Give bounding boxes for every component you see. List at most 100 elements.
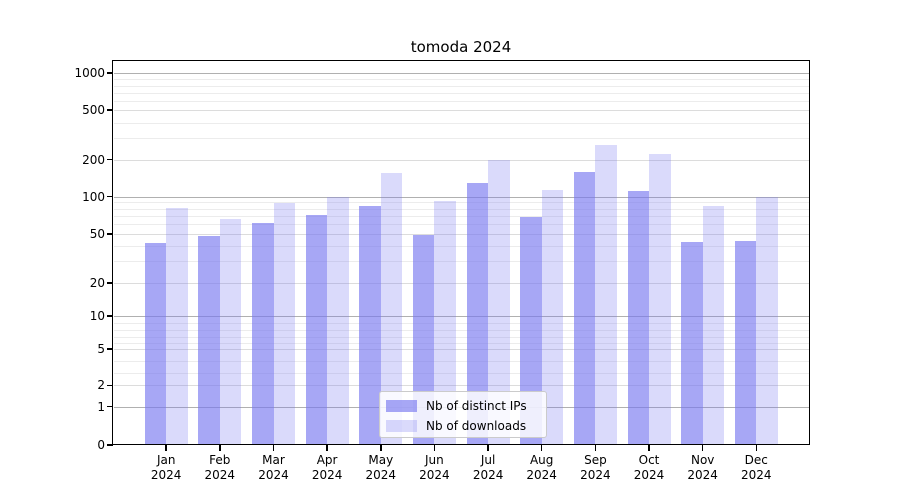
bar-dec-downloads: [756, 196, 778, 445]
bar-mar-downloads: [273, 203, 295, 445]
gridline-4: [114, 361, 809, 362]
y-tick-mark: [107, 72, 113, 74]
gridline-3: [114, 373, 809, 374]
legend-label: Nb of distinct IPs: [426, 398, 527, 413]
y-tick-label-5: 5: [97, 342, 105, 356]
bar-jan-distinct-ips: [144, 243, 167, 445]
x-tick-label-feb: Feb 2024: [204, 453, 236, 482]
bar-feb-distinct-ips: [198, 236, 220, 445]
y-tick-label-1000: 1000: [74, 66, 105, 80]
chart-title: tomoda 2024: [410, 38, 512, 56]
y-tick-label-50: 50: [89, 227, 105, 241]
x-tick-label-mar: Mar 2024: [258, 453, 289, 482]
x-tick-mark: [380, 445, 382, 451]
gridline-90: [114, 202, 809, 203]
gridline-800: [114, 85, 809, 87]
bar-apr-downloads: [327, 196, 349, 445]
y-tick-label-10: 10: [89, 309, 105, 323]
x-tick-label-jun: Jun 2024: [419, 453, 450, 482]
gridline-8: [114, 330, 809, 331]
x-tick-mark: [594, 445, 597, 451]
y-tick-mark: [107, 109, 113, 111]
y-tick-mark: [107, 233, 113, 235]
x-tick-mark: [755, 445, 758, 451]
gridline-900: [114, 79, 809, 80]
gridline-200: [114, 159, 809, 161]
bar-dec-distinct-ips: [734, 240, 757, 445]
y-tick-mark: [107, 444, 113, 446]
y-tick-label-200: 200: [82, 152, 105, 167]
legend-row-downloads: Nb of downloads: [386, 416, 546, 435]
x-tick-mark: [487, 445, 489, 451]
y-tick-label-100: 100: [82, 189, 105, 204]
y-tick-mark: [107, 384, 113, 387]
gridline-500: [114, 110, 809, 111]
bar-nov-distinct-ips: [681, 242, 703, 445]
bar-may-downloads: [380, 173, 403, 445]
bar-nov-downloads: [702, 205, 725, 445]
y-tick-label-0: 0: [97, 438, 105, 452]
x-tick-label-dec: Dec 2024: [741, 453, 772, 482]
gridline-400: [114, 123, 809, 124]
x-tick-label-may: May 2024: [365, 453, 397, 482]
bar-sep-distinct-ips: [573, 172, 596, 445]
x-tick-label-jan: Jan 2024: [150, 453, 182, 482]
gridline-50: [114, 234, 809, 235]
legend-swatch: [386, 419, 417, 432]
y-tick-label-2: 2: [97, 378, 105, 393]
y-tick-mark: [107, 348, 113, 350]
x-tick-label-aug: Aug 2024: [526, 453, 557, 482]
gridline-2: [114, 385, 809, 387]
x-tick-mark: [219, 445, 221, 451]
y-tick-mark: [107, 405, 113, 408]
x-tick-mark: [701, 445, 704, 451]
x-tick-mark: [433, 445, 436, 451]
x-tick-mark: [326, 445, 328, 451]
gridline-300: [114, 138, 809, 139]
bar-mar-distinct-ips: [252, 222, 274, 445]
gridline-60: [114, 223, 809, 225]
bar-jan-downloads: [166, 207, 188, 445]
gridline-7: [114, 337, 809, 338]
bar-aug-downloads: [541, 190, 564, 445]
bar-sep-downloads: [595, 144, 617, 445]
x-tick-mark: [648, 445, 650, 451]
bar-jul-distinct-ips: [466, 183, 489, 445]
bar-aug-distinct-ips: [520, 217, 542, 445]
legend-swatch: [386, 399, 417, 412]
x-tick-label-sep: Sep 2024: [580, 453, 611, 482]
gridline-9: [114, 323, 809, 324]
gridline-30: [114, 261, 809, 262]
y-tick-label-1: 1: [97, 399, 105, 414]
bar-jul-downloads: [488, 160, 510, 445]
gridline-5: [114, 349, 809, 350]
gridline-600: [114, 100, 809, 102]
y-tick-mark: [107, 315, 113, 317]
x-tick-label-jul: Jul 2024: [472, 453, 504, 482]
x-tick-label-apr: Apr 2024: [311, 453, 343, 482]
bar-oct-distinct-ips: [627, 190, 649, 445]
x-tick-label-oct: Oct 2024: [633, 453, 665, 482]
y-tick-mark: [107, 158, 113, 161]
bar-apr-distinct-ips: [305, 214, 328, 445]
x-tick-label-nov: Nov 2024: [687, 453, 718, 482]
gridline-100: [114, 196, 809, 198]
gridline-10: [114, 316, 809, 318]
y-tick-label-20: 20: [89, 276, 105, 290]
gridline-6: [114, 343, 809, 344]
legend-row-distinct-ips: Nb of distinct IPs: [386, 396, 546, 415]
y-tick-label-500: 500: [82, 103, 105, 117]
y-tick-mark: [107, 282, 113, 284]
gridline-40: [114, 246, 809, 247]
legend-label: Nb of downloads: [426, 418, 527, 433]
gridline-20: [114, 283, 809, 284]
bar-feb-downloads: [219, 219, 242, 445]
x-tick-mark: [272, 445, 275, 451]
legend: Nb of distinct IPs Nb of downloads: [379, 391, 547, 438]
bar-oct-downloads: [649, 153, 671, 445]
gridline-80: [114, 208, 809, 210]
bar-may-distinct-ips: [359, 205, 381, 445]
gridline-1000: [114, 73, 809, 75]
gridline-700: [114, 92, 809, 94]
